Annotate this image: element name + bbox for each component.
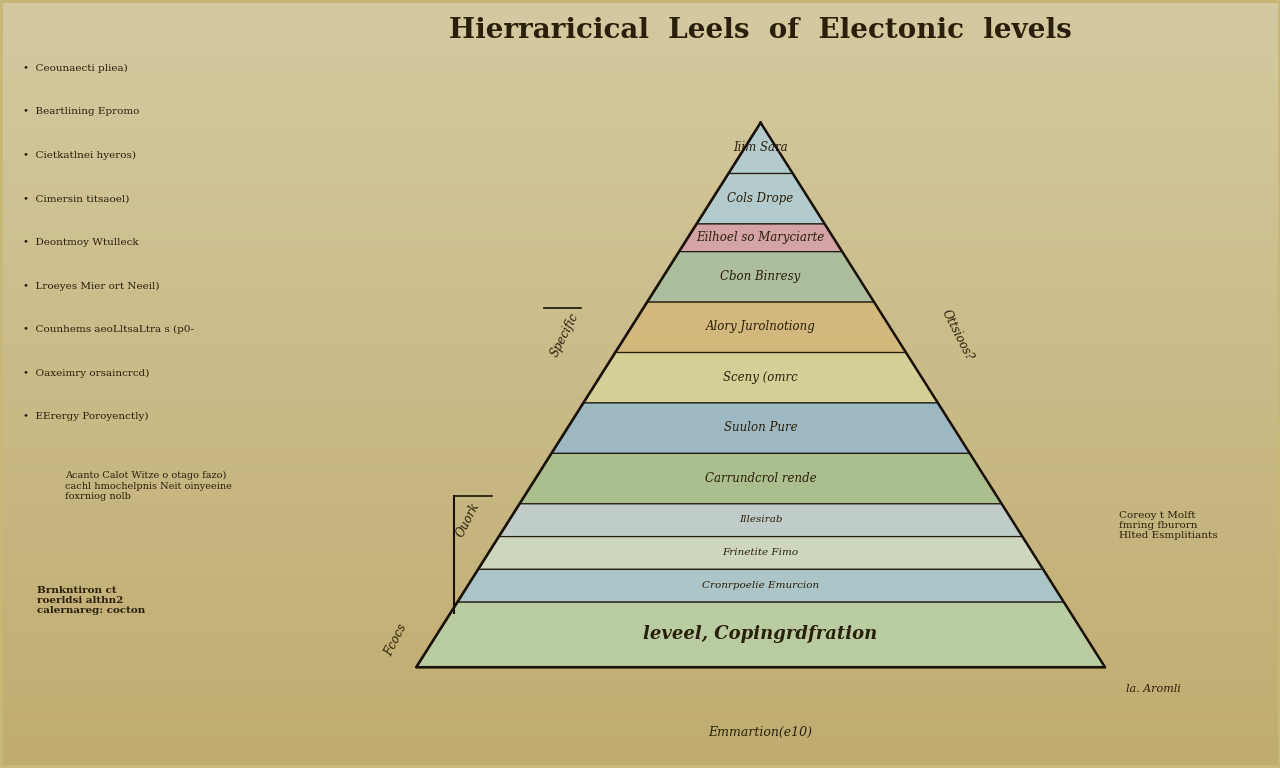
Text: Alory Jurolnotiong: Alory Jurolnotiong [705,320,815,333]
Text: Specific: Specific [548,311,581,359]
Text: Coreoy t Molft
fmring fburorn
Hlted Esmplitiants: Coreoy t Molft fmring fburorn Hlted Esmp… [1119,511,1217,541]
Text: Illesirab: Illesirab [739,515,782,525]
Text: Cronrpoelie Emurcion: Cronrpoelie Emurcion [701,581,819,590]
Text: Eilhoel so Maryciarte: Eilhoel so Maryciarte [696,231,824,243]
Text: •  Deontmoy Wtulleck: • Deontmoy Wtulleck [23,238,140,247]
Text: Carrundcrol rende: Carrundcrol rende [705,472,817,485]
Text: •  Oaxeimry orsaincrcd): • Oaxeimry orsaincrcd) [23,369,150,378]
Text: Fcocs: Fcocs [381,621,410,658]
Text: Iiim Sara: Iiim Sara [733,141,788,154]
Text: •  Lroeyes Mier ort Neeil): • Lroeyes Mier ort Neeil) [23,281,160,290]
Text: Hierraricical  Leels  of  Electonic  levels: Hierraricical Leels of Electonic levels [449,16,1071,44]
Text: Cbon Binresy: Cbon Binresy [721,270,801,283]
Text: Emmartion(e10): Emmartion(e10) [709,726,813,739]
Text: Frinetite Fimo: Frinetite Fimo [722,548,799,557]
Text: •  Beartlining Epromo: • Beartlining Epromo [23,108,140,116]
Text: Acanto Calot Witze o otago fazo)
cachl hmochelpnis Neit oinyeeine
foxrniog nolb: Acanto Calot Witze o otago fazo) cachl h… [65,471,232,501]
Text: •  Counhems aeoLltsaLtra s (p0-: • Counhems aeoLltsaLtra s (p0- [23,325,195,334]
Text: •  Cimersin titsaoel): • Cimersin titsaoel) [23,194,129,204]
Text: leveel, Copingrdfration: leveel, Copingrdfration [644,625,878,644]
Text: Brnkntiron ct
roerldsi althn2
calernareg: cocton: Brnkntiron ct roerldsi althn2 calernareg… [37,585,146,615]
Text: Ouork: Ouork [453,501,483,540]
Text: Sceny (omrc: Sceny (omrc [723,371,797,384]
Text: Suulon Pure: Suulon Pure [723,421,797,434]
Text: •  Ceounaecti pliea): • Ceounaecti pliea) [23,64,128,73]
Text: •  EErergy Poroyenctly): • EErergy Poroyenctly) [23,412,148,421]
Text: •  Cietkatlnei hyeros): • Cietkatlnei hyeros) [23,151,137,160]
Text: Cols Drope: Cols Drope [727,192,794,205]
Text: Ottsioos?: Ottsioos? [938,307,975,362]
Text: la. Aromli: la. Aromli [1125,684,1180,694]
